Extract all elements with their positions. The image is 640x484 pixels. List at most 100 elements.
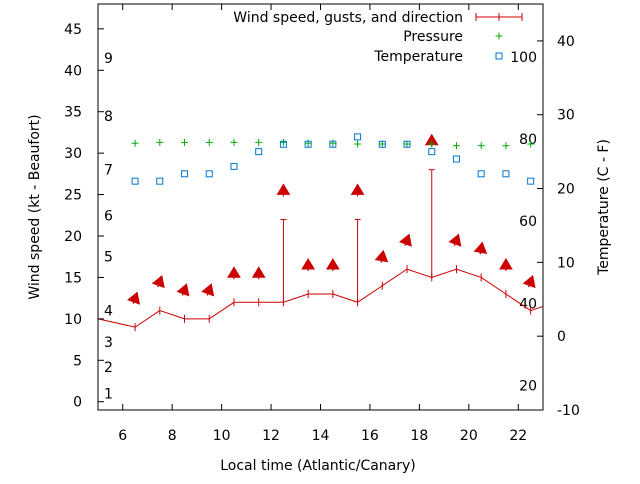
temperature-point (131, 177, 139, 185)
temperature-point (255, 148, 263, 156)
arrow-head (201, 283, 215, 297)
wind-direction-arrow (350, 183, 365, 197)
arrow-head (127, 291, 141, 305)
beaufort-label: 2 (104, 360, 113, 376)
y-tick-label: 30 (64, 146, 82, 162)
x-tick-label: 20 (460, 428, 478, 444)
wind-direction-arrow (325, 258, 340, 271)
wind-direction-arrow (201, 283, 215, 297)
y-axis-label: Wind speed (kt - Beaufort) (27, 114, 43, 299)
pressure-point (205, 138, 213, 146)
pressure-point (527, 140, 535, 148)
legend-sample-temperature (495, 52, 503, 60)
temperature-point (378, 140, 386, 148)
temperature-point (527, 177, 535, 185)
wind-direction-arrow (522, 275, 536, 289)
legend: Wind speed, gusts, and direction Pressur… (233, 10, 523, 65)
beaufort-label: 9 (104, 51, 113, 67)
beaufort-label: 4 (104, 304, 113, 320)
beaufort-label: 7 (104, 163, 113, 179)
x-tick-label: 12 (262, 428, 280, 444)
wind-direction-arrow (127, 291, 141, 305)
x-tick-label: 18 (410, 428, 428, 444)
pressure-point (354, 140, 362, 148)
y-tick-label: 25 (64, 188, 82, 204)
arrow-head (251, 266, 266, 278)
y2-tick-label: 10 (557, 255, 575, 271)
fahrenheit-labels: 20 40 60 80 100 (510, 50, 537, 394)
temperature-point (354, 133, 362, 141)
pressure-point (477, 142, 485, 150)
pressure-point (255, 138, 263, 146)
x-tick-label: 6 (118, 428, 127, 444)
wind-direction-arrow (176, 283, 190, 297)
fahrenheit-label: 60 (519, 214, 537, 230)
wind-direction-arrow (399, 233, 412, 247)
arrow-head (151, 275, 165, 289)
temperature-point (329, 140, 337, 148)
y2-tick-label: 0 (557, 329, 566, 345)
y-tick-label: 45 (64, 22, 82, 38)
legend-label-temperature: Temperature (373, 49, 463, 65)
y2-tick-label: 20 (557, 182, 575, 198)
wind-direction-arrow (276, 183, 291, 197)
beaufort-label: 1 (104, 386, 113, 402)
x-tick-label: 16 (361, 428, 379, 444)
y2-tick-label: -10 (557, 403, 580, 419)
temperature-point (181, 170, 189, 178)
arrow-head (276, 183, 291, 195)
y-tick-label: 10 (64, 312, 82, 328)
arrow-head (301, 258, 316, 270)
x-tick-label: 8 (168, 428, 177, 444)
legend-label-wind: Wind speed, gusts, and direction (233, 10, 463, 26)
temperature-point (230, 162, 238, 170)
y-tick-label: 5 (73, 353, 82, 369)
arrow-head (176, 283, 190, 297)
arrow-head (448, 233, 462, 247)
wind-direction-arrow (374, 249, 389, 263)
arrow-head (350, 183, 365, 195)
beaufort-label: 5 (104, 250, 113, 266)
y-tick-label: 0 (73, 395, 82, 411)
pressure-point (304, 139, 312, 147)
wind-direction-arrow (227, 266, 241, 280)
temperature-point (477, 170, 485, 178)
axes-layer: 6 8 10 12 14 16 18 20 22051015202530354045-10010… (64, 4, 580, 444)
arrow-head (374, 249, 389, 263)
pressure-point (452, 142, 460, 150)
fahrenheit-label: 20 (519, 379, 537, 395)
y2-tick-label: 30 (557, 108, 575, 124)
pressure-point (329, 139, 337, 147)
arrow-head (499, 258, 513, 270)
pressure-point (502, 142, 510, 150)
y-tick-label: 40 (64, 63, 82, 79)
y-tick-label: 20 (64, 229, 82, 245)
temperature-point (205, 170, 213, 178)
fahrenheit-label: 100 (510, 50, 537, 66)
wind-direction-arrow (251, 266, 266, 280)
legend-label-pressure: Pressure (403, 29, 463, 45)
temperature-point (403, 140, 411, 148)
arrow-head (325, 258, 340, 270)
wind-direction-arrow (301, 258, 316, 271)
arrow-head (522, 275, 536, 289)
temperature-point (452, 155, 460, 163)
arrow-head (473, 241, 488, 255)
temperature-point (428, 148, 436, 156)
beaufort-label: 6 (104, 208, 113, 224)
pressure-point (156, 138, 164, 146)
fahrenheit-label: 80 (519, 132, 537, 148)
beaufort-labels: 1 2 3 4 5 6 7 8 9 (104, 51, 113, 403)
pressure-point (428, 140, 436, 148)
plot-frame (97, 3, 544, 411)
x-axis-label: Local time (Atlantic/Canary) (220, 458, 416, 474)
wind-direction-arrow (499, 258, 513, 271)
x-tick-label: 14 (312, 428, 330, 444)
temperature-point (279, 140, 287, 148)
y-tick-label: 35 (64, 105, 82, 121)
beaufort-label: 8 (104, 109, 113, 125)
x-tick-label: 22 (509, 428, 527, 444)
pressure-point (279, 138, 287, 146)
